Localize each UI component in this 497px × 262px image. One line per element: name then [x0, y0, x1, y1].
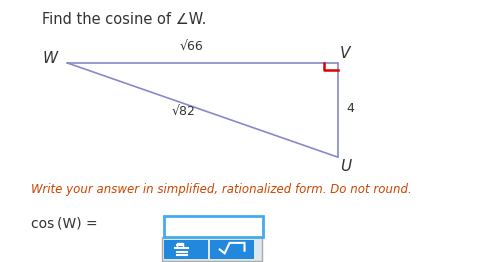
Text: √66: √66 [179, 39, 203, 52]
Bar [164, 216, 263, 237]
Text: √82: √82 [172, 105, 196, 118]
Text: V: V [340, 46, 350, 61]
Text: Find the cosine of ∠W.: Find the cosine of ∠W. [42, 12, 207, 27]
Bar [210, 240, 254, 259]
Text: Write your answer in simplified, rationalized form. Do not round.: Write your answer in simplified, rationa… [31, 183, 412, 196]
Text: cos (W) =: cos (W) = [31, 216, 97, 230]
Text: U: U [340, 159, 351, 174]
Bar [162, 237, 262, 261]
Text: 4: 4 [346, 102, 354, 115]
Text: W: W [42, 51, 57, 67]
Bar [164, 240, 208, 259]
